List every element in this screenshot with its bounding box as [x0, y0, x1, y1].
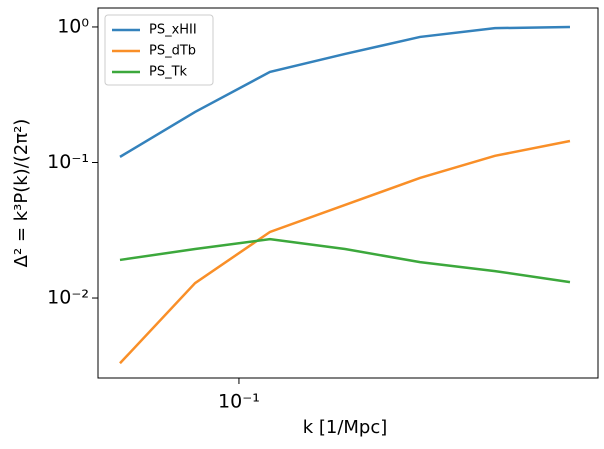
legend-label: PS_Tk: [149, 65, 188, 80]
legend-box: [104, 14, 214, 86]
legend-label: PS_xHII: [149, 23, 197, 38]
series-line: [119, 139, 571, 365]
legend-label: PS_dTb: [149, 44, 196, 59]
y-tick-label: 10⁻²: [47, 287, 89, 309]
y-tick-label: 10⁰: [57, 15, 89, 37]
y-axis-label: Δ² = k³P(k)/(2π²): [11, 119, 32, 268]
plot-frame: [97, 7, 599, 379]
series-line: [119, 25, 570, 158]
y-tick-label: 10⁻¹: [47, 151, 89, 173]
series-line: [119, 237, 571, 284]
x-axis-label: k [1/Mpc]: [303, 417, 388, 438]
x-tick-label: 10⁻¹: [218, 391, 260, 413]
